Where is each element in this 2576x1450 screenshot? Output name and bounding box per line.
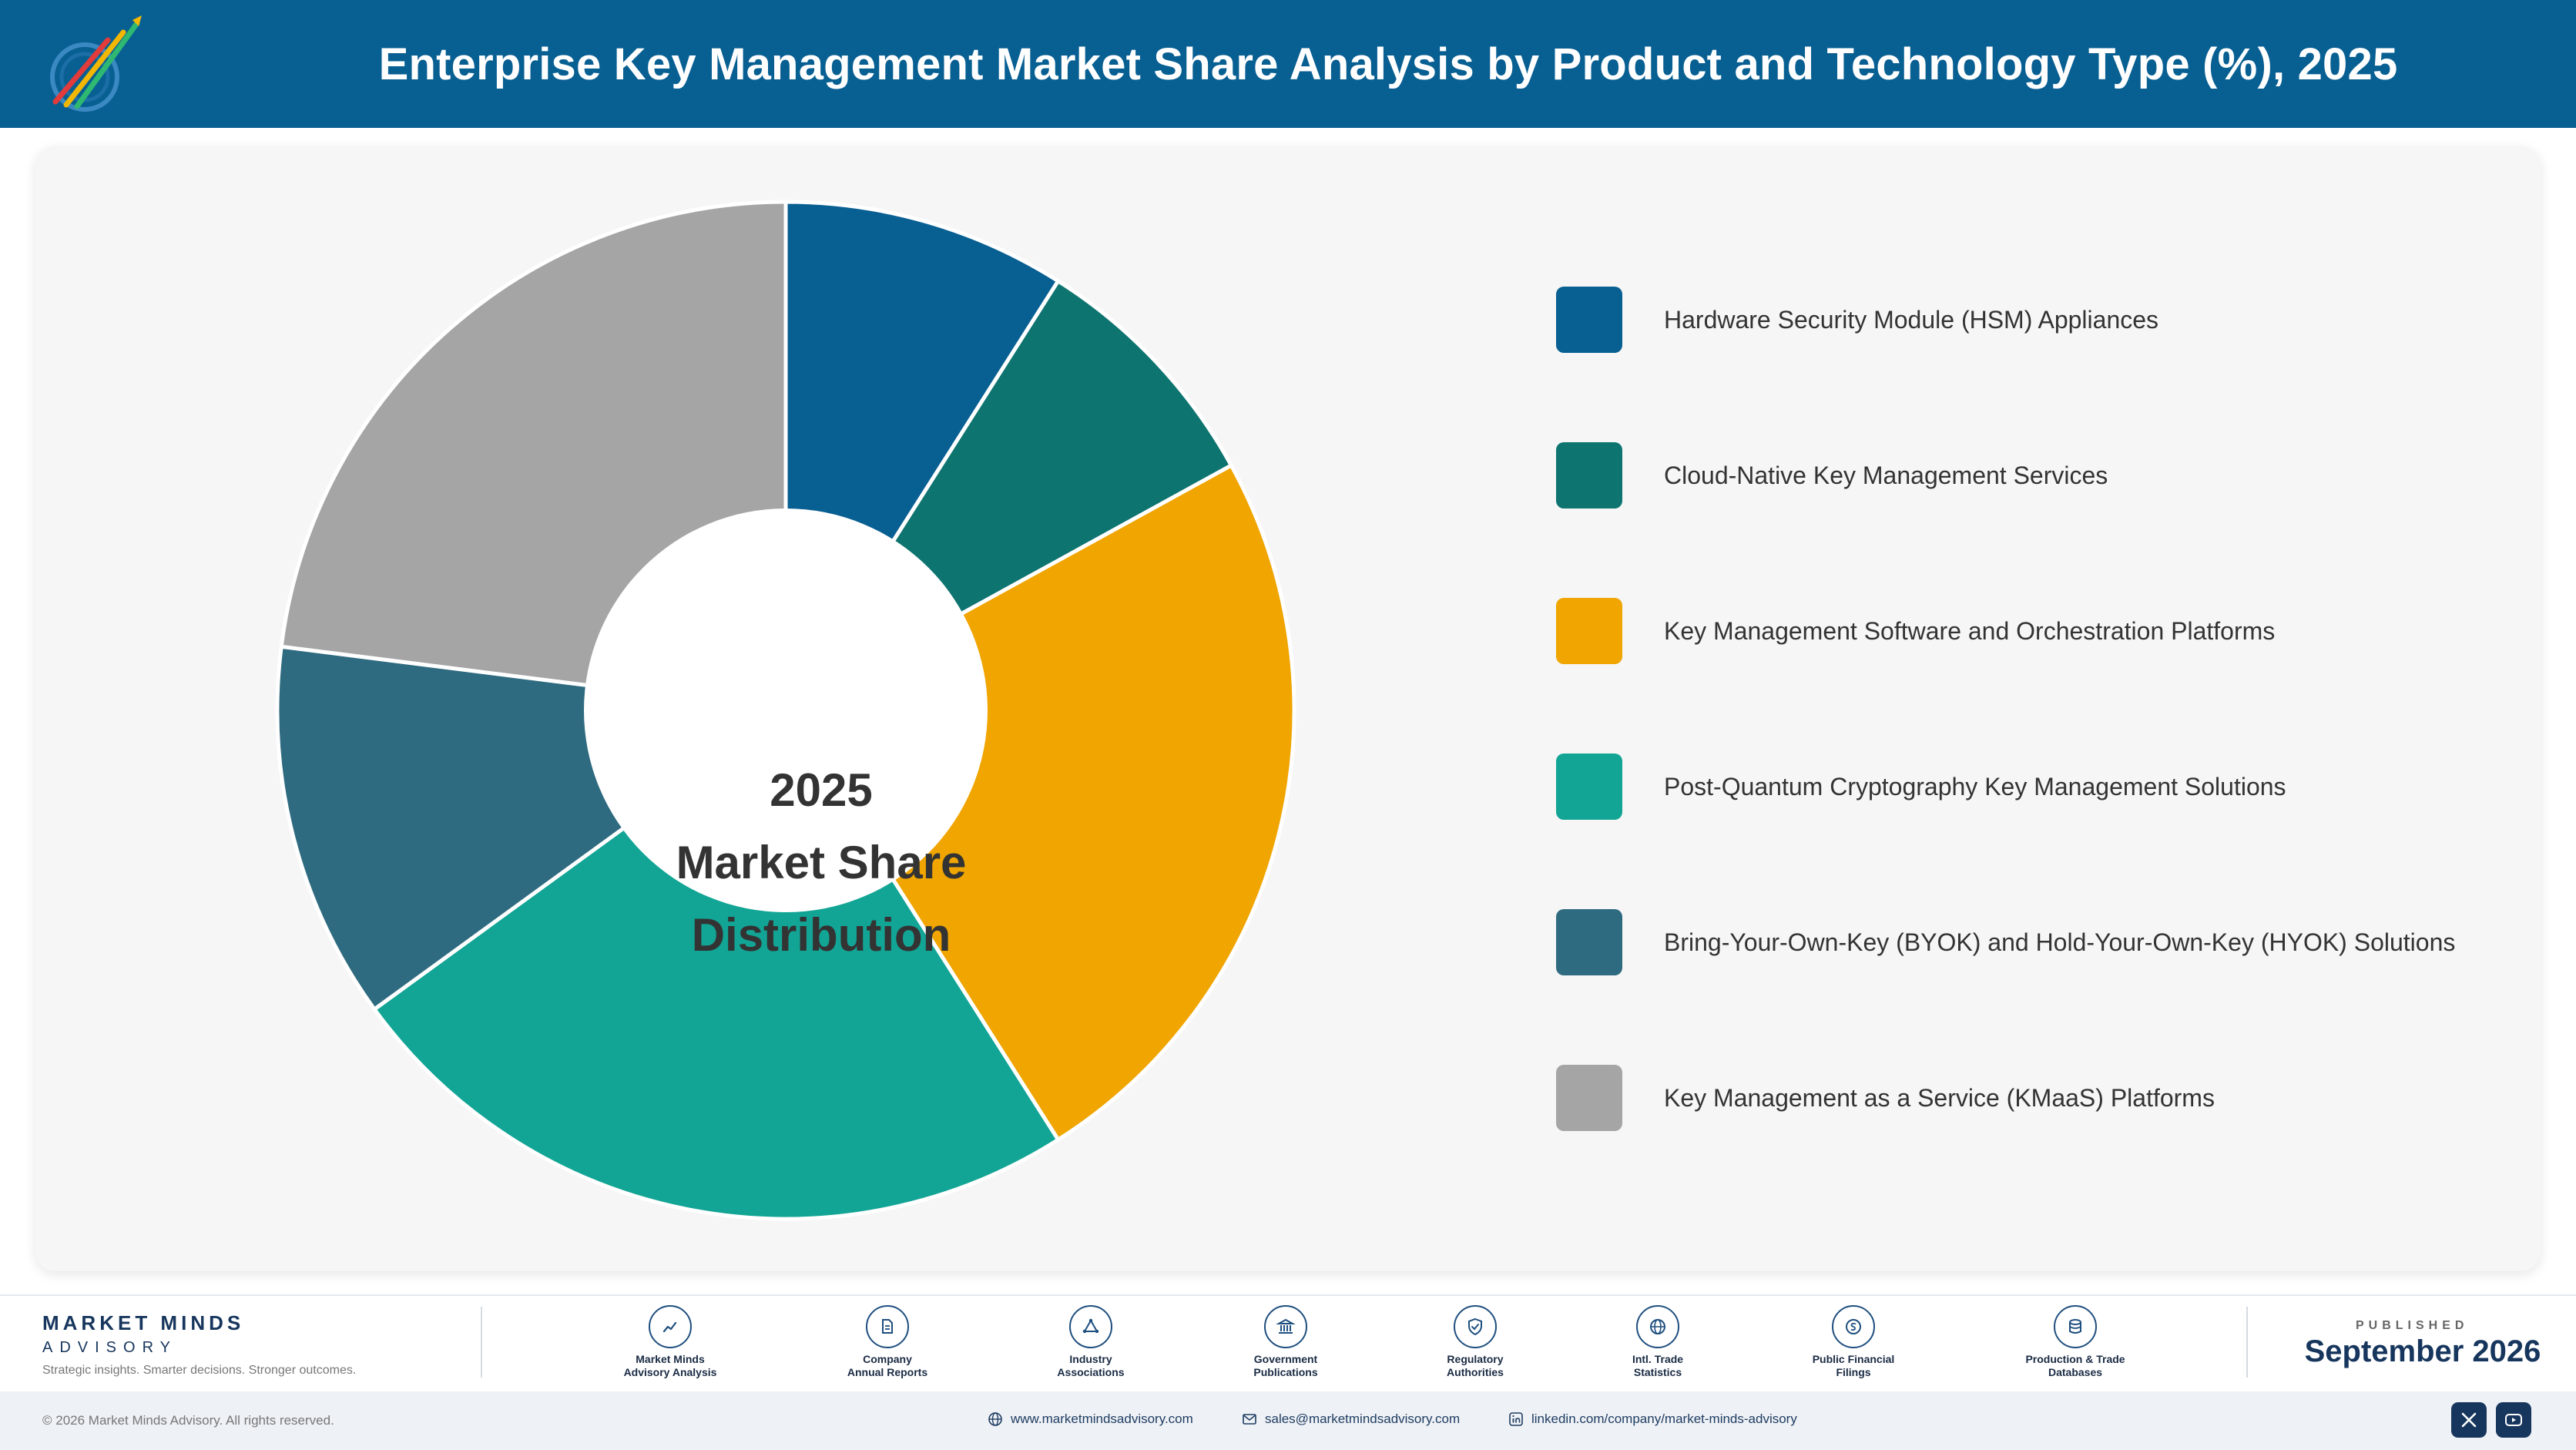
donut-hole [584, 509, 988, 912]
source-item: Regulatory Authorities [1398, 1305, 1552, 1379]
legend-label: Bring-Your-Own-Key (BYOK) and Hold-Your-… [1664, 928, 2456, 956]
footer-contact-bar: © 2026 Market Minds Advisory. All rights… [0, 1391, 2576, 1450]
brand-name: MARKET MINDS [42, 1311, 245, 1334]
source-item: Government Publications [1209, 1305, 1363, 1379]
linkedin-link[interactable]: linkedin.com/company/market-minds-adviso… [1508, 1411, 1797, 1427]
mail-icon [1243, 1414, 1256, 1425]
website-link[interactable]: www.marketmindsadvisory.com [988, 1411, 1193, 1427]
coin-icon [1832, 1305, 1875, 1348]
email-link[interactable]: sales@marketmindsadvisory.com [1242, 1411, 1460, 1427]
legend-item[interactable]: Key Management Software and Orchestratio… [1556, 598, 2275, 664]
donut-chart [275, 200, 1296, 1221]
legend-item[interactable]: Key Management as a Service (KMaaS) Plat… [1556, 1065, 2215, 1131]
source-label: Regulatory Authorities [1447, 1353, 1504, 1378]
source-item: Market Minds Advisory Analysis [593, 1305, 747, 1379]
database-icon [2054, 1305, 2097, 1348]
legend-swatch [1556, 287, 1622, 353]
pie-slice-3[interactable] [783, 463, 1296, 1142]
legend-label: Post-Quantum Cryptography Key Management… [1664, 772, 2286, 801]
website-text: www.marketmindsadvisory.com [1011, 1411, 1193, 1426]
legend-label: Cloud-Native Key Management Services [1664, 461, 2108, 489]
source-item: Intl. Trade Statistics [1581, 1305, 1735, 1379]
legend-item[interactable]: Post-Quantum Cryptography Key Management… [1556, 754, 2286, 820]
center-label-line-3: Distribution [691, 909, 951, 961]
page-title: Enterprise Key Management Market Share A… [378, 39, 2398, 89]
linkedin-icon [1509, 1412, 1523, 1426]
brand-subtitle: ADVISORY [42, 1339, 177, 1356]
chart-card: 2025 Market Share Distribution [35, 146, 2541, 1271]
legend-item[interactable]: Cloud-Native Key Management Services [1556, 442, 2108, 509]
company-logo [50, 15, 142, 112]
email-text: sales@marketmindsadvisory.com [1265, 1411, 1461, 1426]
youtube-social-button[interactable] [2496, 1402, 2531, 1438]
globe-icon [988, 1412, 1002, 1426]
source-label: Company Annual Reports [847, 1353, 928, 1378]
legend-swatch [1556, 598, 1622, 664]
pie-slice-4[interactable] [372, 708, 1061, 1221]
x-social-button[interactable] [2451, 1402, 2487, 1438]
legend-swatch [1556, 1065, 1622, 1131]
source-item: Industry Associations [1014, 1305, 1168, 1379]
header-bar: Enterprise Key Management Market Share A… [0, 0, 2576, 128]
legend-swatch [1556, 754, 1622, 820]
legend-swatch [1556, 442, 1622, 509]
published-label: PUBLISHED [2356, 1319, 2469, 1332]
youtube-icon [2505, 1414, 2522, 1426]
footer-divider [2246, 1307, 2248, 1378]
center-label-line-2: Market Share [676, 837, 967, 888]
center-label-year: 2025 [770, 764, 873, 816]
legend-item[interactable]: Hardware Security Module (HSM) Appliance… [1556, 287, 2158, 353]
legend-swatch [1556, 909, 1622, 975]
legend-label: Hardware Security Module (HSM) Appliance… [1664, 305, 2159, 334]
x-logo-icon [2461, 1412, 2477, 1428]
source-item: Public Financial Filings [1776, 1305, 1930, 1379]
donut-center-label: 2025 Market Share Distribution [621, 755, 1021, 971]
source-label: Intl. Trade Statistics [1632, 1353, 1684, 1378]
source-label: Government Publications [1253, 1353, 1318, 1378]
legend-label: Key Management Software and Orchestratio… [1664, 616, 2276, 645]
source-item: Production & Trade Databases [1998, 1305, 2152, 1379]
trend-chart-icon [649, 1305, 692, 1348]
source-label: Public Financial Filings [1812, 1353, 1895, 1378]
source-label: Market Minds Advisory Analysis [623, 1353, 717, 1378]
source-label: Industry Associations [1057, 1353, 1125, 1378]
government-building-icon [1264, 1305, 1307, 1348]
globe-icon [1636, 1305, 1679, 1348]
published-date: September 2026 [2304, 1334, 2541, 1368]
copyright-text: © 2026 Market Minds Advisory. All rights… [42, 1413, 334, 1428]
source-item: Company Annual Reports [810, 1305, 964, 1379]
legend-item[interactable]: Bring-Your-Own-Key (BYOK) and Hold-Your-… [1556, 909, 2455, 975]
linkedin-text: linkedin.com/company/market-minds-adviso… [1531, 1411, 1797, 1426]
shield-check-icon [1454, 1305, 1497, 1348]
document-icon [866, 1305, 909, 1348]
brand-tagline: Strategic insights. Smarter decisions. S… [42, 1364, 357, 1377]
network-icon [1069, 1305, 1112, 1348]
legend-label: Key Management as a Service (KMaaS) Plat… [1664, 1083, 2215, 1112]
footer-divider [481, 1307, 482, 1378]
footer-sources-bar: MARKET MINDS ADVISORY Strategic insights… [0, 1294, 2576, 1390]
source-label: Production & Trade Databases [2025, 1353, 2125, 1378]
